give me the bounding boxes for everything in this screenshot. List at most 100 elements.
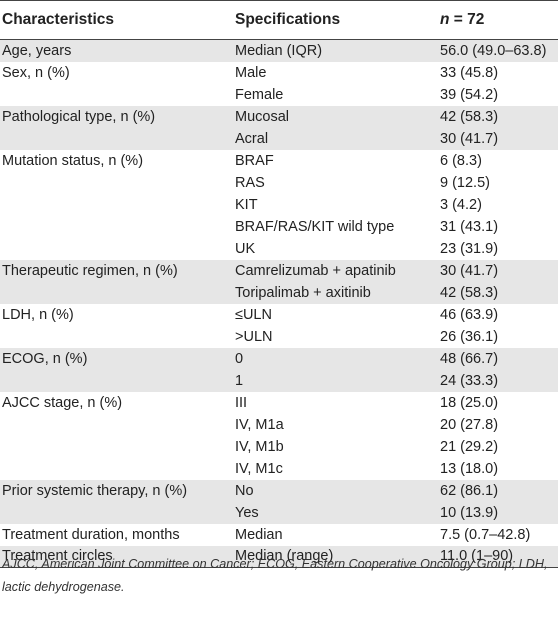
- cell-characteristic: Sex, n (%): [2, 64, 70, 81]
- table-row: LDH, n (%) ≤ULN 46 (63.9): [0, 304, 558, 326]
- cell-specification: ≤ULN: [235, 306, 272, 323]
- cell-characteristic: [0, 414, 233, 436]
- cell-characteristic: [0, 194, 233, 216]
- cell-specification: Median: [235, 526, 283, 543]
- cell-value: 11.0 (1–90): [438, 545, 558, 568]
- cell-specification: Acral: [235, 130, 269, 147]
- cell-value: 39 (54.2): [440, 86, 499, 103]
- cell-specification: Median (range): [233, 545, 438, 568]
- cell-value: 26 (36.1): [440, 328, 499, 345]
- cell-characteristic: Prior systemic therapy, n (%): [2, 482, 188, 499]
- table-row: Prior systemic therapy, n (%) No 62 (86.1): [0, 479, 558, 502]
- table-row: BRAF/RAS/KIT wild type 31 (43.1): [0, 216, 558, 238]
- table-row: Treatment circles Median (range) 11.0 (1–9…: [0, 545, 558, 568]
- table-row: AJCC stage, n (%) III 18 (25.0): [0, 392, 558, 414]
- cell-value: 23 (31.9): [440, 240, 499, 257]
- cell-characteristic: [0, 326, 233, 348]
- cell-value: 30 (41.7): [440, 130, 499, 147]
- table-row: Female 39 (54.2): [0, 84, 558, 106]
- cell-characteristic: [0, 238, 233, 260]
- cell-value: 7.5 (0.7–42.8): [440, 526, 531, 543]
- cell-value: 48 (66.7): [440, 350, 499, 367]
- characteristics-table-container: Characteristics Specifications n = 72 Ag…: [0, 0, 558, 568]
- header-characteristics: Characteristics: [0, 0, 233, 40]
- cell-value: 18 (25.0): [440, 394, 499, 411]
- cell-characteristic: ECOG, n (%): [2, 350, 88, 367]
- cell-characteristic: AJCC stage, n (%): [2, 394, 123, 411]
- cell-value: 56.0 (49.0–63.8): [440, 42, 547, 59]
- cell-value: 33 (45.8): [440, 64, 499, 81]
- cell-specification: Male: [235, 64, 267, 81]
- cell-value: 24 (33.3): [440, 372, 499, 389]
- table-row: Mutation status, n (%) BRAF 6 (8.3): [0, 150, 558, 172]
- cell-value: 13 (18.0): [440, 460, 499, 477]
- header-n-total: n = 72: [438, 0, 558, 40]
- cell-value: 9 (12.5): [440, 174, 490, 191]
- header-specifications: Specifications: [233, 0, 438, 40]
- table-row: IV, M1b 21 (29.2): [0, 436, 558, 458]
- table-header-row: Characteristics Specifications n = 72: [0, 0, 558, 40]
- cell-specification: Mucosal: [235, 108, 289, 125]
- cell-characteristic: [0, 282, 233, 304]
- cell-specification: 1: [235, 372, 244, 389]
- cell-value: 10 (13.9): [440, 504, 499, 521]
- cell-characteristic: Mutation status, n (%): [2, 152, 144, 169]
- cell-value: 21 (29.2): [440, 438, 499, 455]
- table-body: Age, years Median (IQR) 56.0 (49.0–63.8) Se…: [0, 39, 558, 568]
- table-row: Age, years Median (IQR) 56.0 (49.0–63.8): [0, 39, 558, 62]
- cell-specification: BRAF/RAS/KIT wild type: [235, 218, 395, 235]
- cell-characteristic: Age, years: [2, 42, 72, 59]
- cell-specification: IV, M1a: [235, 416, 284, 433]
- cell-characteristic: LDH, n (%): [2, 306, 74, 323]
- characteristics-table: Characteristics Specifications n = 72 Ag…: [0, 0, 558, 568]
- cell-specification: Median (IQR): [235, 42, 323, 59]
- cell-characteristic: [0, 436, 233, 458]
- table-row: >ULN 26 (36.1): [0, 326, 558, 348]
- cell-specification: Female: [235, 86, 284, 103]
- cell-characteristic: [0, 128, 233, 150]
- table-row: Pathological type, n (%) Mucosal 42 (58.3): [0, 105, 558, 128]
- cell-characteristic: [0, 84, 233, 106]
- table-row: IV, M1c 13 (18.0): [0, 458, 558, 480]
- table-row: Toripalimab + axitinib 42 (58.3): [0, 281, 558, 304]
- cell-specification: BRAF: [235, 152, 274, 169]
- table-footnote: AJCC, American Joint Committee on Cancer…: [2, 557, 548, 594]
- table-row: Sex, n (%) Male 33 (45.8): [0, 62, 558, 84]
- cell-characteristic: [0, 216, 233, 238]
- table-row: Treatment duration, months Median 7.5 (0.7…: [0, 524, 558, 546]
- header-n-symbol: n: [440, 11, 450, 28]
- cell-specification: RAS: [235, 174, 265, 191]
- table-row: RAS 9 (12.5): [0, 172, 558, 194]
- cell-specification: IV, M1b: [235, 438, 284, 455]
- table-row: KIT 3 (4.2): [0, 194, 558, 216]
- table-row: Yes 10 (13.9): [0, 501, 558, 524]
- cell-specification: KIT: [235, 196, 258, 213]
- cell-specification: No: [235, 482, 254, 499]
- cell-characteristic: [0, 172, 233, 194]
- cell-value: 3 (4.2): [440, 196, 482, 213]
- cell-specification: 0: [235, 350, 244, 367]
- table-row: ECOG, n (%) 0 48 (66.7): [0, 347, 558, 370]
- table-row: Acral 30 (41.7): [0, 127, 558, 150]
- cell-value: 30 (41.7): [440, 262, 499, 279]
- cell-value: 62 (86.1): [440, 482, 499, 499]
- table-row: UK 23 (31.9): [0, 238, 558, 260]
- cell-specification: Camrelizumab + apatinib: [235, 262, 396, 279]
- cell-characteristic: Treatment duration, months: [2, 526, 180, 543]
- cell-specification: UK: [235, 240, 256, 257]
- cell-value: 31 (43.1): [440, 218, 499, 235]
- cell-value: 6 (8.3): [440, 152, 482, 169]
- cell-characteristic: Therapeutic regimen, n (%): [2, 262, 178, 279]
- cell-characteristic: Pathological type, n (%): [2, 108, 156, 125]
- header-n-value: = 72: [449, 11, 485, 28]
- cell-specification: Yes: [235, 504, 259, 521]
- cell-characteristic: [0, 502, 233, 524]
- cell-specification: Toripalimab + axitinib: [235, 284, 371, 301]
- table-row: 1 24 (33.3): [0, 369, 558, 392]
- cell-value: 42 (58.3): [440, 108, 499, 125]
- cell-characteristic: [0, 458, 233, 480]
- cell-value: 42 (58.3): [440, 284, 499, 301]
- cell-specification: IV, M1c: [235, 460, 283, 477]
- cell-value: 46 (63.9): [440, 306, 499, 323]
- table-row: IV, M1a 20 (27.8): [0, 414, 558, 436]
